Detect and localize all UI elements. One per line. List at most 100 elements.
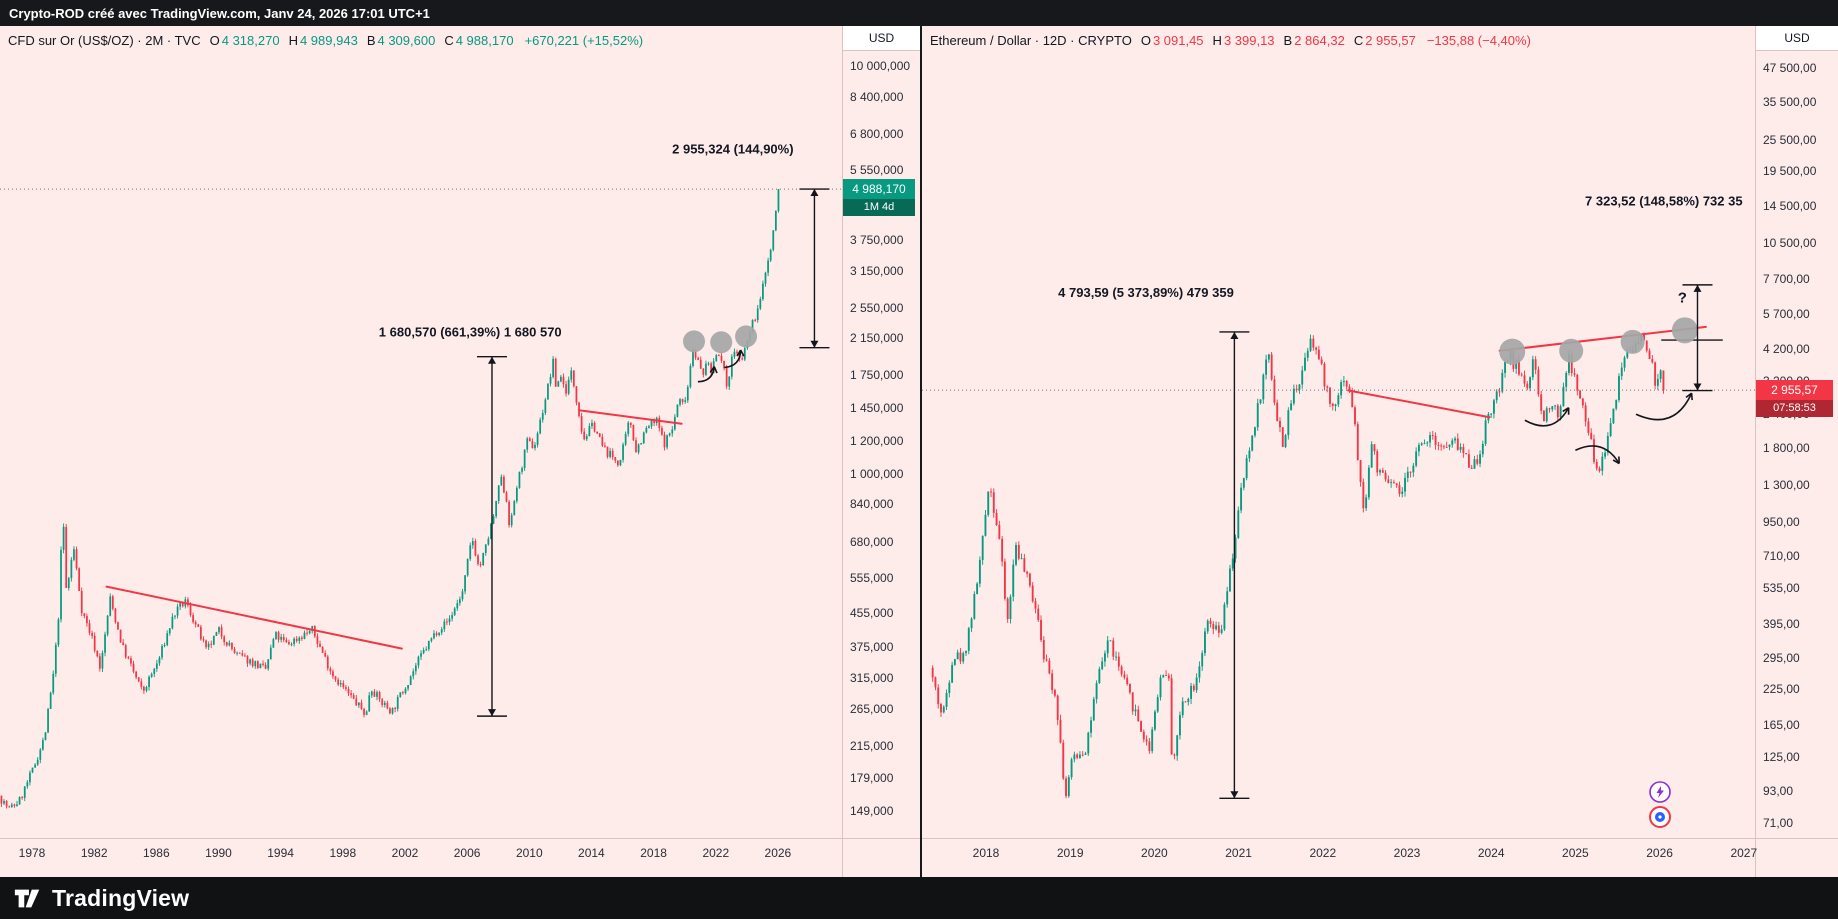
ohlc-letter: O: [1140, 33, 1151, 48]
time-tick-label: 1990: [205, 846, 232, 860]
price-tick-label: 7 700,00: [1763, 272, 1810, 287]
chart-panel-gold: 2 955,324 (144,90%) 1 680,570 (661,39%) 1…: [0, 26, 922, 877]
price-tick-label: 375,000: [850, 640, 894, 655]
price-tick-label: 35 500,00: [1763, 94, 1817, 109]
highlight-circle[interactable]: [1620, 329, 1645, 354]
trendline[interactable]: [1498, 325, 1707, 352]
drawn-arrow[interactable]: [1635, 392, 1693, 421]
trendline[interactable]: [105, 585, 403, 650]
last-price-label: 2 955,57: [1756, 380, 1833, 401]
price-tick-label: 1 800,00: [1763, 440, 1810, 455]
price-tick-label: 2 150,000: [850, 331, 904, 346]
time-tick-label: 1994: [267, 846, 294, 860]
price-tick-label: 395,00: [1763, 616, 1800, 631]
price-tick-label: 3 150,000: [850, 263, 904, 278]
price-tick-label: 950,00: [1763, 514, 1800, 529]
ohlc-value: 4 318,270: [221, 33, 280, 48]
highlight-circle[interactable]: [1499, 338, 1526, 365]
highlight-circle[interactable]: [683, 330, 706, 353]
gold-time-axis[interactable]: 1978 1982 1986 1990 1994 1998 2002 2006 2010 2014…: [0, 838, 920, 877]
price-tick-label: 840,000: [850, 497, 894, 512]
time-tick-label: 2002: [391, 846, 419, 860]
time-tick-label: 2024: [1477, 846, 1505, 860]
drawn-arrow[interactable]: [724, 349, 742, 369]
price-tick-label: 5 700,00: [1763, 307, 1810, 321]
time-tick-label: 2006: [453, 846, 481, 860]
annotation-text: ?: [1678, 289, 1687, 306]
ohlc-value: 3 399,13: [1223, 33, 1275, 48]
eth-time-axis[interactable]: 2018 2019 2020 2021 2022 2023 2024 2025 2026 2027: [922, 838, 1838, 877]
price-tick-label: 25 500,00: [1763, 133, 1817, 148]
ohlc-letter: C: [444, 33, 454, 48]
drawn-arrow[interactable]: [697, 366, 716, 383]
time-tick-label: 2020: [1141, 846, 1168, 860]
price-range-measure[interactable]: [476, 356, 507, 717]
arrow-head-icon: [739, 349, 745, 357]
candles: [931, 332, 1665, 799]
price-range-measure[interactable]: [1682, 284, 1713, 392]
symbol-title[interactable]: Ethereum / Dollar · 12D · CRYPTO: [930, 33, 1132, 48]
eth-price-axis[interactable]: USD 71,00 93,00 125,00 165,00 225,00 295,00 395…: [1755, 26, 1838, 877]
highlight-circle[interactable]: [1559, 338, 1584, 363]
tradingview-wordmark[interactable]: TradingView: [52, 884, 190, 911]
candles: [0, 189, 780, 809]
ohlc-letter: B: [366, 33, 376, 48]
gold-chart-plot[interactable]: 2 955,324 (144,90%) 1 680,570 (661,39%) 1…: [0, 26, 842, 838]
price-tick-label: 125,00: [1763, 750, 1800, 765]
price-tick-label: 1 200,000: [850, 434, 904, 449]
time-tick-label: 2025: [1562, 846, 1589, 860]
drawn-arrow[interactable]: [1524, 407, 1570, 427]
price-tick-label: 10 500,00: [1763, 236, 1817, 251]
price-tick-label: 225,00: [1763, 681, 1800, 696]
target-badge-icon[interactable]: [1649, 806, 1671, 828]
lightning-badge-icon[interactable]: [1649, 781, 1671, 803]
price-range-measure[interactable]: [1219, 331, 1250, 800]
arrow-head-icon: [1690, 393, 1693, 401]
time-tick-label: 2027: [1730, 846, 1758, 860]
gold-price-axis[interactable]: USD 149,000 179,000 215,000 265,000 315,000 37…: [842, 26, 920, 877]
price-tick-label: 149,000: [850, 803, 894, 818]
price-tick-label: 8 400,000: [850, 89, 904, 104]
time-tick-label: 1978: [18, 846, 46, 860]
price-range-measure[interactable]: [799, 188, 830, 349]
price-tick-label: 215,000: [850, 738, 894, 753]
trendline[interactable]: [578, 409, 683, 425]
highlight-circle[interactable]: [1671, 317, 1698, 344]
highlight-circle[interactable]: [735, 325, 758, 348]
ohlc-value: 4 989,943: [299, 33, 358, 48]
time-tick-label: 2023: [1393, 846, 1421, 860]
trendline[interactable]: [1347, 389, 1491, 419]
time-tick-label: 2010: [515, 846, 543, 860]
measure-label: 7 323,52 (148,58%) 732 35: [1585, 194, 1743, 209]
price-tick-label: 680,000: [850, 534, 894, 549]
ohlc-letter: H: [288, 33, 298, 48]
measure-label: 2 955,324 (144,90%): [672, 141, 793, 156]
time-tick-label: 2014: [578, 846, 605, 860]
price-tick-label: 19 500,00: [1763, 164, 1817, 179]
eth-chart-plot[interactable]: 4 793,59 (5 373,89%) 479 359 7 323,52 (14…: [922, 26, 1755, 838]
time-tick-label: 2019: [1056, 846, 1084, 860]
change-value: −135,88 (−4,40%): [1426, 33, 1531, 48]
time-tick-label: 1998: [329, 846, 357, 860]
currency-button[interactable]: USD: [1756, 26, 1838, 51]
eth-chart-canvas[interactable]: 4 793,59 (5 373,89%) 479 359 7 323,52 (14…: [922, 26, 1755, 838]
last-price-label: 4 988,170: [843, 179, 915, 200]
ohlc-value: 2 864,32: [1294, 33, 1345, 48]
currency-button[interactable]: USD: [843, 26, 920, 51]
snapshot-header: Crypto-ROD créé avec TradingView.com, Ja…: [0, 0, 1838, 26]
price-tick-label: 165,00: [1763, 717, 1800, 732]
symbol-title[interactable]: CFD sur Or (US$/OZ) · 2M · TVC: [8, 33, 201, 48]
drawn-arrow[interactable]: [1575, 445, 1620, 464]
arrow-head-icon: [709, 366, 715, 373]
time-tick-label: 2018: [972, 846, 1000, 860]
gold-chart-canvas[interactable]: 2 955,324 (144,90%) 1 680,570 (661,39%) 1…: [0, 26, 842, 838]
arrow-head-icon: [1562, 407, 1570, 413]
price-tick-label: 4 200,00: [1763, 342, 1810, 357]
ohlc-value: 4 309,600: [377, 33, 436, 48]
tradingview-logo-icon[interactable]: [13, 886, 43, 910]
bar-countdown-label: 07:58:53: [1756, 400, 1833, 418]
chart-panel-eth: 4 793,59 (5 373,89%) 479 359 7 323,52 (14…: [922, 26, 1838, 877]
arrow-head-icon: [736, 349, 742, 357]
highlight-circle[interactable]: [710, 331, 733, 354]
measure-label: 4 793,59 (5 373,89%) 479 359: [1058, 285, 1234, 300]
